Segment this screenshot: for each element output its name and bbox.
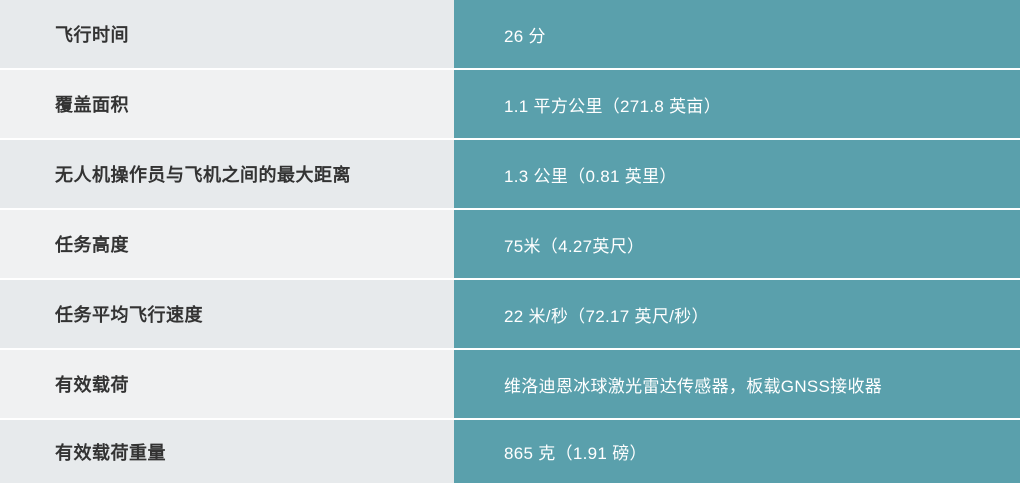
spec-row: 覆盖面积 1.1 平方公里（271.8 英亩） <box>0 70 1020 138</box>
spec-value: 1.3 公里（0.81 英里） <box>454 140 1020 208</box>
spec-row: 无人机操作员与飞机之间的最大距离 1.3 公里（0.81 英里） <box>0 140 1020 208</box>
spec-value: 26 分 <box>454 0 1020 68</box>
spec-row: 有效载荷重量 865 克（1.91 磅） <box>0 420 1020 483</box>
spec-label: 覆盖面积 <box>0 70 454 138</box>
spec-row: 任务高度 75米（4.27英尺） <box>0 210 1020 278</box>
spec-row: 有效载荷 维洛迪恩冰球激光雷达传感器，板载GNSS接收器 <box>0 350 1020 418</box>
spec-label: 任务平均飞行速度 <box>0 280 454 348</box>
spec-label: 任务高度 <box>0 210 454 278</box>
spec-value: 75米（4.27英尺） <box>454 210 1020 278</box>
spec-label: 无人机操作员与飞机之间的最大距离 <box>0 140 454 208</box>
spec-label: 有效载荷 <box>0 350 454 418</box>
spec-value: 维洛迪恩冰球激光雷达传感器，板载GNSS接收器 <box>454 350 1020 418</box>
spec-row: 任务平均飞行速度 22 米/秒（72.17 英尺/秒） <box>0 280 1020 348</box>
spec-value: 1.1 平方公里（271.8 英亩） <box>454 70 1020 138</box>
spec-label: 飞行时间 <box>0 0 454 68</box>
spec-row: 飞行时间 26 分 <box>0 0 1020 68</box>
spec-label: 有效载荷重量 <box>0 420 454 483</box>
spec-value: 22 米/秒（72.17 英尺/秒） <box>454 280 1020 348</box>
spec-value: 865 克（1.91 磅） <box>454 420 1020 483</box>
